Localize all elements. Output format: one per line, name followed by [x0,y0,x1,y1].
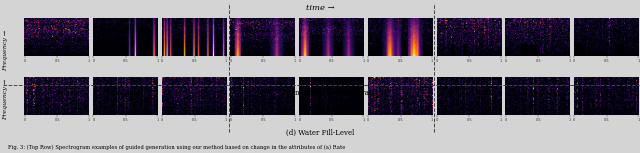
Text: (d) Water Fill-Level: (d) Water Fill-Level [286,129,354,137]
Text: Fig. 3: (Top Row) Spectrogram examples of guided generation using our method bas: Fig. 3: (Top Row) Spectrogram examples o… [8,145,345,150]
Text: time →: time → [306,4,334,12]
Text: Frequency →: Frequency → [3,30,8,71]
Text: (c) Brightness: (c) Brightness [511,89,561,97]
Text: (a) Rate: (a) Rate [113,89,141,97]
Text: Frequency →: Frequency → [3,79,8,120]
Text: (b) Impact Type (hit/scratch): (b) Impact Type (hit/scratch) [280,89,383,97]
